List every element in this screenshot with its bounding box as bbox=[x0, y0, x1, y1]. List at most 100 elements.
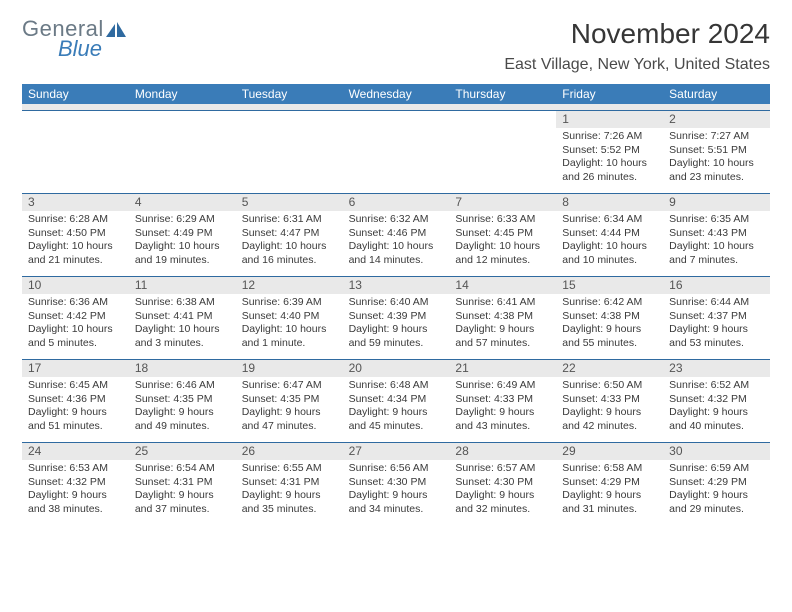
daylight-text: Daylight: 9 hours and 34 minutes. bbox=[349, 489, 444, 516]
daylight-text: Daylight: 10 hours and 16 minutes. bbox=[242, 240, 337, 267]
col-monday: Monday bbox=[129, 84, 236, 104]
brand-line2: Blue bbox=[22, 38, 102, 60]
day-body: Sunrise: 6:34 AMSunset: 4:44 PMDaylight:… bbox=[556, 211, 663, 271]
day-body: Sunrise: 6:48 AMSunset: 4:34 PMDaylight:… bbox=[343, 377, 450, 437]
sunset-text: Sunset: 4:35 PM bbox=[135, 393, 230, 406]
day-body: Sunrise: 6:40 AMSunset: 4:39 PMDaylight:… bbox=[343, 294, 450, 354]
sunset-text: Sunset: 4:32 PM bbox=[28, 476, 123, 489]
daylight-text: Daylight: 9 hours and 43 minutes. bbox=[455, 406, 550, 433]
daylight-text: Daylight: 10 hours and 10 minutes. bbox=[562, 240, 657, 267]
day-number: 23 bbox=[663, 360, 770, 377]
day-number: 26 bbox=[236, 443, 343, 460]
sunset-text: Sunset: 4:29 PM bbox=[562, 476, 657, 489]
day-body: Sunrise: 6:53 AMSunset: 4:32 PMDaylight:… bbox=[22, 460, 129, 520]
sunrise-text: Sunrise: 6:55 AM bbox=[242, 462, 337, 475]
sunset-text: Sunset: 4:30 PM bbox=[455, 476, 550, 489]
sunrise-text: Sunrise: 6:48 AM bbox=[349, 379, 444, 392]
week-row: 1Sunrise: 7:26 AMSunset: 5:52 PMDaylight… bbox=[22, 110, 770, 193]
day-number: 17 bbox=[22, 360, 129, 377]
day-cell: 13Sunrise: 6:40 AMSunset: 4:39 PMDayligh… bbox=[343, 277, 450, 359]
daylight-text: Daylight: 10 hours and 1 minute. bbox=[242, 323, 337, 350]
sunset-text: Sunset: 4:44 PM bbox=[562, 227, 657, 240]
sunrise-text: Sunrise: 6:49 AM bbox=[455, 379, 550, 392]
day-cell: 28Sunrise: 6:57 AMSunset: 4:30 PMDayligh… bbox=[449, 443, 556, 525]
sunrise-text: Sunrise: 6:47 AM bbox=[242, 379, 337, 392]
day-cell: 20Sunrise: 6:48 AMSunset: 4:34 PMDayligh… bbox=[343, 360, 450, 442]
sunrise-text: Sunrise: 6:44 AM bbox=[669, 296, 764, 309]
day-cell: 3Sunrise: 6:28 AMSunset: 4:50 PMDaylight… bbox=[22, 194, 129, 276]
day-cell: 17Sunrise: 6:45 AMSunset: 4:36 PMDayligh… bbox=[22, 360, 129, 442]
sunrise-text: Sunrise: 6:58 AM bbox=[562, 462, 657, 475]
day-number: 14 bbox=[449, 277, 556, 294]
day-body: Sunrise: 6:46 AMSunset: 4:35 PMDaylight:… bbox=[129, 377, 236, 437]
col-thursday: Thursday bbox=[449, 84, 556, 104]
day-number: 7 bbox=[449, 194, 556, 211]
sunset-text: Sunset: 4:39 PM bbox=[349, 310, 444, 323]
day-cell bbox=[129, 111, 236, 193]
sunset-text: Sunset: 4:30 PM bbox=[349, 476, 444, 489]
sunrise-text: Sunrise: 6:41 AM bbox=[455, 296, 550, 309]
sunrise-text: Sunrise: 6:38 AM bbox=[135, 296, 230, 309]
sunrise-text: Sunrise: 6:36 AM bbox=[28, 296, 123, 309]
sunset-text: Sunset: 4:35 PM bbox=[242, 393, 337, 406]
day-cell: 9Sunrise: 6:35 AMSunset: 4:43 PMDaylight… bbox=[663, 194, 770, 276]
day-number: 6 bbox=[343, 194, 450, 211]
sunrise-text: Sunrise: 6:40 AM bbox=[349, 296, 444, 309]
daylight-text: Daylight: 9 hours and 59 minutes. bbox=[349, 323, 444, 350]
sunset-text: Sunset: 4:34 PM bbox=[349, 393, 444, 406]
day-cell: 1Sunrise: 7:26 AMSunset: 5:52 PMDaylight… bbox=[556, 111, 663, 193]
sunset-text: Sunset: 4:47 PM bbox=[242, 227, 337, 240]
day-body: Sunrise: 7:26 AMSunset: 5:52 PMDaylight:… bbox=[556, 128, 663, 188]
day-cell: 11Sunrise: 6:38 AMSunset: 4:41 PMDayligh… bbox=[129, 277, 236, 359]
day-cell: 24Sunrise: 6:53 AMSunset: 4:32 PMDayligh… bbox=[22, 443, 129, 525]
daylight-text: Daylight: 10 hours and 23 minutes. bbox=[669, 157, 764, 184]
day-number: 9 bbox=[663, 194, 770, 211]
week-row: 3Sunrise: 6:28 AMSunset: 4:50 PMDaylight… bbox=[22, 193, 770, 276]
sunrise-text: Sunrise: 6:33 AM bbox=[455, 213, 550, 226]
col-friday: Friday bbox=[556, 84, 663, 104]
sunset-text: Sunset: 4:36 PM bbox=[28, 393, 123, 406]
daylight-text: Daylight: 9 hours and 31 minutes. bbox=[562, 489, 657, 516]
sunset-text: Sunset: 4:49 PM bbox=[135, 227, 230, 240]
day-body: Sunrise: 6:54 AMSunset: 4:31 PMDaylight:… bbox=[129, 460, 236, 520]
month-title: November 2024 bbox=[504, 18, 770, 50]
day-cell: 5Sunrise: 6:31 AMSunset: 4:47 PMDaylight… bbox=[236, 194, 343, 276]
day-body bbox=[343, 128, 450, 134]
day-body: Sunrise: 6:56 AMSunset: 4:30 PMDaylight:… bbox=[343, 460, 450, 520]
day-body: Sunrise: 7:27 AMSunset: 5:51 PMDaylight:… bbox=[663, 128, 770, 188]
daylight-text: Daylight: 10 hours and 21 minutes. bbox=[28, 240, 123, 267]
location-subtitle: East Village, New York, United States bbox=[504, 56, 770, 74]
sunrise-text: Sunrise: 6:32 AM bbox=[349, 213, 444, 226]
sunrise-text: Sunrise: 6:59 AM bbox=[669, 462, 764, 475]
day-cell: 21Sunrise: 6:49 AMSunset: 4:33 PMDayligh… bbox=[449, 360, 556, 442]
day-cell: 27Sunrise: 6:56 AMSunset: 4:30 PMDayligh… bbox=[343, 443, 450, 525]
day-number: 15 bbox=[556, 277, 663, 294]
day-body bbox=[129, 128, 236, 134]
sunrise-text: Sunrise: 6:42 AM bbox=[562, 296, 657, 309]
col-sunday: Sunday bbox=[22, 84, 129, 104]
weekday-header-row: Sunday Monday Tuesday Wednesday Thursday… bbox=[22, 84, 770, 104]
daylight-text: Daylight: 10 hours and 12 minutes. bbox=[455, 240, 550, 267]
day-number: 28 bbox=[449, 443, 556, 460]
sunset-text: Sunset: 4:46 PM bbox=[349, 227, 444, 240]
daylight-text: Daylight: 9 hours and 51 minutes. bbox=[28, 406, 123, 433]
day-body: Sunrise: 6:58 AMSunset: 4:29 PMDaylight:… bbox=[556, 460, 663, 520]
day-body: Sunrise: 6:50 AMSunset: 4:33 PMDaylight:… bbox=[556, 377, 663, 437]
day-number: 20 bbox=[343, 360, 450, 377]
sunset-text: Sunset: 4:33 PM bbox=[562, 393, 657, 406]
day-number: 18 bbox=[129, 360, 236, 377]
day-cell bbox=[236, 111, 343, 193]
sunrise-text: Sunrise: 6:31 AM bbox=[242, 213, 337, 226]
day-cell: 23Sunrise: 6:52 AMSunset: 4:32 PMDayligh… bbox=[663, 360, 770, 442]
daylight-text: Daylight: 9 hours and 49 minutes. bbox=[135, 406, 230, 433]
day-number: 30 bbox=[663, 443, 770, 460]
sunset-text: Sunset: 4:40 PM bbox=[242, 310, 337, 323]
sunrise-text: Sunrise: 6:46 AM bbox=[135, 379, 230, 392]
day-cell: 15Sunrise: 6:42 AMSunset: 4:38 PMDayligh… bbox=[556, 277, 663, 359]
day-cell: 7Sunrise: 6:33 AMSunset: 4:45 PMDaylight… bbox=[449, 194, 556, 276]
day-number: 27 bbox=[343, 443, 450, 460]
day-number: 13 bbox=[343, 277, 450, 294]
day-body: Sunrise: 6:52 AMSunset: 4:32 PMDaylight:… bbox=[663, 377, 770, 437]
sunrise-text: Sunrise: 6:50 AM bbox=[562, 379, 657, 392]
day-cell bbox=[22, 111, 129, 193]
